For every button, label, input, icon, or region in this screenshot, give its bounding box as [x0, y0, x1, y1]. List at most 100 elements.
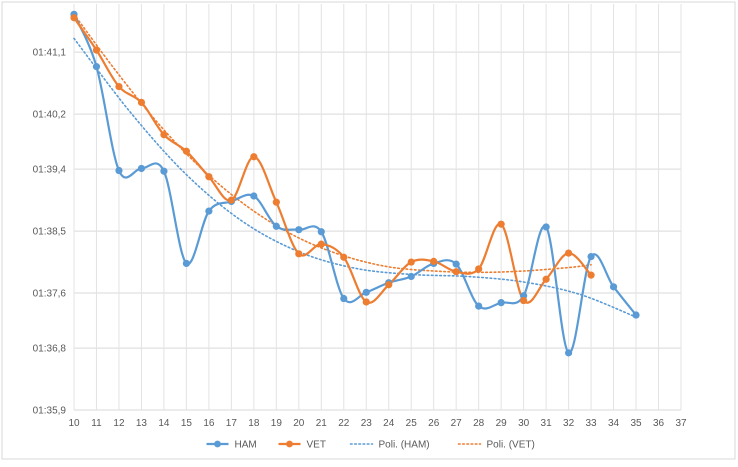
x-tick-label: 13: [136, 418, 148, 429]
axes: 01:35,9 01:36,8 01:37,6 01:38,5 01:39,4 01:40…: [33, 48, 687, 429]
x-tick-label: 19: [271, 418, 283, 429]
data-point-vet: [205, 173, 213, 181]
chart-border: [1, 1, 736, 460]
legend-item-poli-ham: Poli. (HAM): [349, 440, 430, 451]
data-point-ham: [587, 252, 595, 261]
data-point-ham: [92, 63, 101, 71]
legend-label: VET: [307, 440, 326, 451]
data-point-ham: [160, 167, 168, 175]
data-point-vet: [70, 14, 78, 22]
x-tick-label: 16: [203, 418, 215, 429]
data-point-vet: [160, 131, 168, 139]
data-point-vet: [115, 82, 123, 91]
data-point-ham: [272, 222, 280, 230]
x-tick-label: 28: [473, 418, 485, 429]
data-point-ham: [317, 228, 325, 236]
data-point-vet: [542, 275, 550, 283]
data-point-vet: [520, 296, 528, 305]
data-point-vet: [452, 268, 460, 276]
y-tick-label: 01:41,1: [33, 48, 67, 59]
data-point-ham: [362, 288, 370, 296]
x-tick-label: 14: [158, 418, 170, 429]
data-point-ham: [250, 192, 258, 200]
x-tick-label: 25: [406, 418, 418, 429]
data-point-vet: [407, 258, 415, 266]
x-tick-label: 27: [451, 418, 463, 429]
legend: HAM VET Poli. (HAM) Poli. (VET): [206, 440, 535, 451]
x-tick-label: 17: [226, 418, 238, 429]
series-markers: [70, 10, 640, 357]
data-point-ham: [340, 294, 348, 303]
data-point-vet: [182, 147, 191, 155]
data-point-ham: [137, 164, 146, 173]
legend-label: Poli. (HAM): [379, 440, 430, 451]
trendline-poli-vet: [73, 13, 592, 274]
data-point-ham: [295, 226, 303, 234]
x-tick-label: 22: [338, 418, 350, 429]
data-point-ham: [407, 272, 415, 281]
x-tick-label: 37: [675, 418, 687, 429]
data-point-ham: [452, 260, 460, 268]
data-point-ham: [632, 311, 640, 319]
data-point-ham: [542, 223, 550, 231]
x-tick-label: 32: [563, 418, 575, 429]
data-point-ham: [609, 283, 618, 291]
legend-marker: [286, 440, 293, 448]
data-point-vet: [362, 298, 370, 306]
x-tick-label: 36: [653, 418, 665, 429]
data-point-vet: [92, 46, 101, 54]
trendline-poli-ham: [73, 37, 637, 318]
data-point-vet: [430, 257, 438, 265]
x-tick-label: 29: [496, 418, 508, 429]
data-point-vet: [340, 253, 348, 261]
legend-marker: [214, 440, 221, 448]
legend-label: Poli. (VET): [487, 440, 535, 451]
legend-item-vet: VET: [278, 440, 326, 451]
y-tick-label: 01:35,9: [33, 406, 67, 417]
data-point-ham: [182, 259, 191, 268]
data-point-ham: [564, 349, 573, 357]
trendlines: [73, 13, 637, 318]
data-point-vet: [295, 250, 303, 258]
data-point-vet: [272, 198, 280, 206]
data-point-ham: [475, 302, 483, 310]
y-tick-label: 01:37,6: [33, 289, 67, 300]
x-tick-label: 24: [383, 418, 395, 429]
data-point-ham: [205, 207, 213, 215]
x-tick-label: 34: [608, 418, 620, 429]
x-tick-label: 10: [68, 418, 80, 429]
x-tick-label: 31: [541, 418, 553, 429]
legend-label: HAM: [235, 440, 257, 451]
x-tick-label: 20: [293, 418, 305, 429]
data-point-vet: [250, 153, 258, 161]
data-point-vet: [227, 196, 235, 204]
data-point-vet: [564, 249, 573, 257]
x-tick-label: 35: [630, 418, 642, 429]
y-tick-label: 01:39,4: [33, 165, 67, 176]
data-point-vet: [137, 98, 146, 107]
data-point-ham: [497, 299, 505, 307]
x-tick-label: 11: [91, 418, 102, 429]
x-tick-label: 23: [361, 418, 373, 429]
data-point-ham: [115, 166, 123, 175]
x-tick-label: 12: [113, 418, 125, 429]
x-tick-label: 26: [428, 418, 440, 429]
data-point-vet: [385, 281, 393, 289]
x-tick-label: 21: [316, 418, 328, 429]
x-tick-label: 30: [518, 418, 530, 429]
data-point-vet: [587, 271, 595, 279]
x-tick-label: 15: [181, 418, 193, 429]
y-tick-label: 01:38,5: [33, 227, 67, 238]
x-tick-label: 18: [248, 418, 260, 429]
y-tick-label: 01:36,8: [33, 344, 67, 355]
y-tick-label: 01:40,2: [33, 110, 67, 121]
data-point-vet: [497, 220, 505, 228]
data-point-vet: [475, 265, 483, 273]
x-tick-label: 33: [586, 418, 598, 429]
legend-item-poli-vet: Poli. (VET): [457, 440, 535, 451]
legend-item-ham: HAM: [206, 440, 257, 451]
data-point-vet: [317, 240, 325, 248]
gridlines: [73, 4, 682, 411]
